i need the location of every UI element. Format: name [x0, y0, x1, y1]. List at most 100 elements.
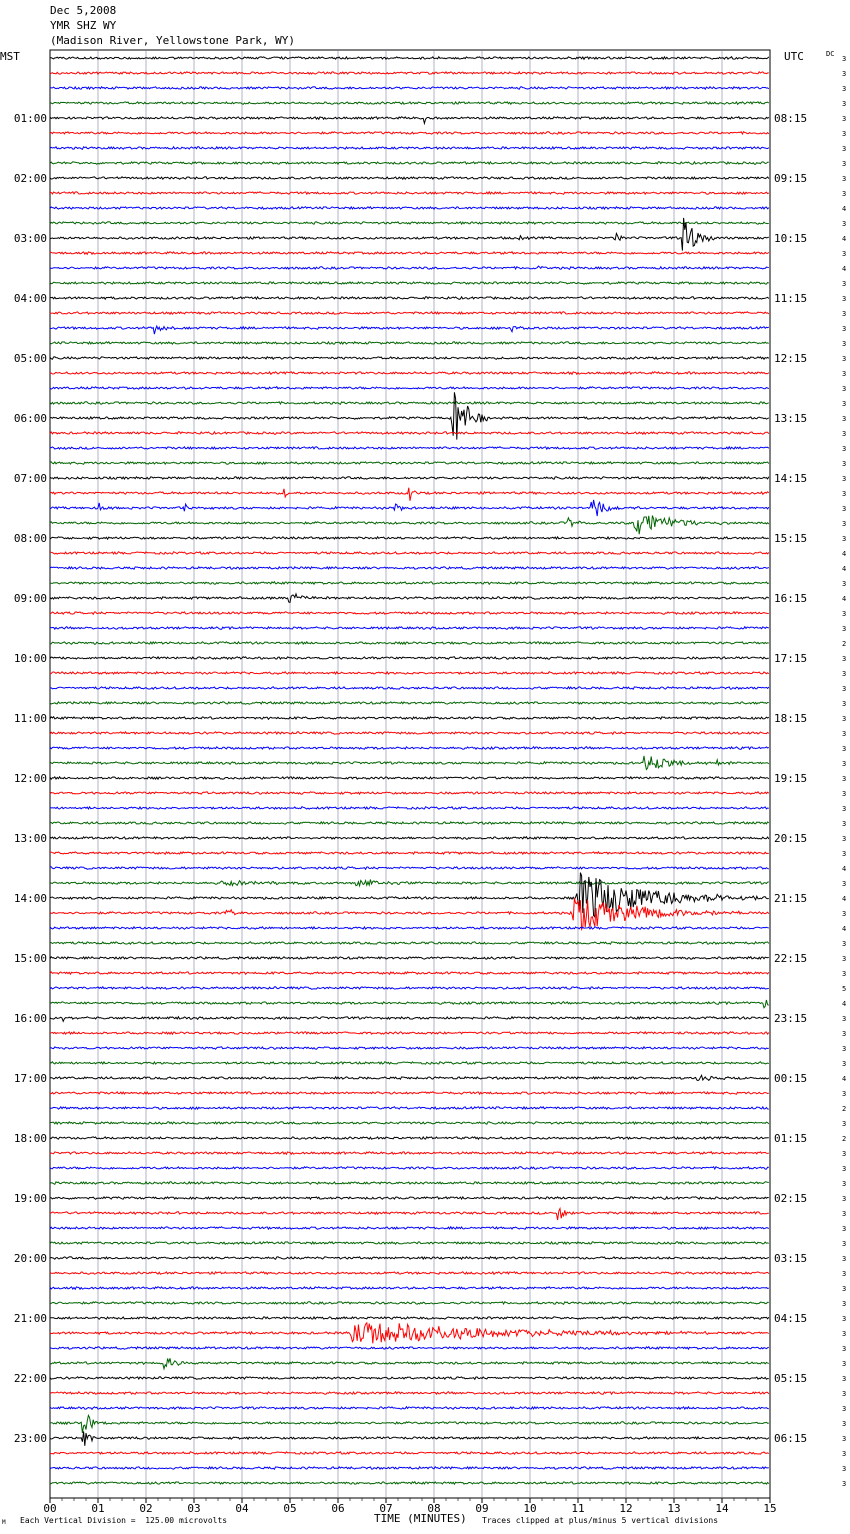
left-hour-label: 13:00 [14, 832, 47, 845]
seismic-trace [49, 190, 770, 196]
x-tick-label: 10 [523, 1502, 536, 1515]
dc-value: 3 [842, 370, 846, 378]
left-hour-label: 18:00 [14, 1132, 47, 1145]
dc-value: 3 [842, 385, 846, 393]
dc-value: 3 [842, 805, 846, 813]
x-tick-label: 00 [43, 1502, 56, 1515]
seismic-trace [49, 1405, 769, 1411]
seismic-trace [49, 340, 769, 346]
seismic-trace [49, 1105, 769, 1111]
plot-date: Dec 5,2008 [50, 4, 117, 17]
dc-value: 3 [842, 1060, 846, 1068]
x-tick-label: 05 [283, 1502, 296, 1515]
dc-value: 3 [842, 520, 846, 528]
left-hour-label: 07:00 [14, 472, 47, 485]
x-tick-label: 11 [571, 1502, 584, 1515]
seismic-trace [49, 1165, 769, 1171]
seismic-trace [49, 715, 770, 721]
scale-note: Each Vertical Division = 125.00 microvol… [20, 1516, 228, 1525]
seismic-trace [49, 1451, 770, 1455]
seismic-trace [49, 1270, 770, 1276]
right-hour-label: 22:15 [774, 952, 807, 965]
dc-value: 3 [842, 310, 846, 318]
dc-value: 3 [842, 1195, 846, 1203]
dc-value: 3 [842, 670, 846, 678]
right-hour-label: 23:15 [774, 1012, 807, 1025]
dc-value: 3 [842, 535, 846, 543]
dc-value: 3 [842, 115, 846, 123]
right-hour-label: 14:15 [774, 472, 807, 485]
seismic-trace [49, 820, 770, 826]
dc-value: 3 [842, 55, 846, 63]
dc-value: 3 [842, 1180, 846, 1188]
dc-value: 3 [842, 1225, 846, 1233]
seismic-trace [49, 355, 770, 361]
seismic-trace [49, 999, 769, 1009]
dc-value: 3 [842, 415, 846, 423]
seismic-trace [49, 580, 770, 586]
dc-value: 3 [842, 1330, 846, 1338]
seismic-trace [49, 430, 770, 436]
seismic-trace [49, 55, 770, 61]
seismic-trace [49, 475, 770, 481]
left-hour-label: 05:00 [14, 352, 47, 365]
dc-value: 3 [842, 625, 846, 633]
dc-value: 3 [842, 1015, 846, 1023]
dc-value: 3 [842, 250, 846, 258]
dc-value: 3 [842, 715, 846, 723]
dc-value: 3 [842, 820, 846, 828]
seismic-trace [49, 1135, 769, 1141]
left-hour-label: 08:00 [14, 532, 47, 545]
right-hour-label: 08:15 [774, 112, 807, 125]
dc-value: 3 [842, 1405, 846, 1413]
x-tick-label: 14 [715, 1502, 729, 1515]
dc-value: 4 [842, 265, 846, 273]
right-hour-label: 16:15 [774, 592, 807, 605]
dc-value: 3 [842, 1450, 846, 1458]
seismic-trace [49, 85, 770, 91]
dc-value: 3 [842, 325, 846, 333]
left-hour-label: 04:00 [14, 292, 47, 305]
seismic-trace [49, 1376, 769, 1381]
seismic-trace [49, 100, 770, 106]
dc-value: 3 [842, 475, 846, 483]
seismic-trace [49, 311, 770, 316]
dc-value: 3 [842, 835, 846, 843]
seismic-trace [49, 70, 769, 76]
seismic-trace [49, 160, 769, 166]
dc-value: 3 [842, 880, 846, 888]
right-hour-label: 17:15 [774, 652, 807, 665]
seismic-trace [50, 1090, 769, 1096]
left-hour-label: 02:00 [14, 172, 47, 185]
seismic-trace [49, 115, 770, 126]
dc-value: 3 [842, 85, 846, 93]
seismic-trace [49, 1390, 770, 1396]
dc-value: 3 [842, 1165, 846, 1173]
right-hour-label: 00:15 [774, 1072, 807, 1085]
seismic-trace [49, 685, 770, 691]
left-hour-label: 03:00 [14, 232, 47, 245]
right-hour-label: 06:15 [774, 1432, 807, 1445]
left-hour-label: 19:00 [14, 1192, 47, 1205]
dc-value: 3 [842, 1465, 846, 1473]
seismic-trace [49, 625, 769, 631]
dc-value: 3 [842, 580, 846, 588]
right-hour-label: 15:15 [774, 532, 807, 545]
seismic-trace [49, 515, 770, 535]
dc-value: 2 [842, 1135, 846, 1143]
dc-value: 3 [842, 70, 846, 78]
dc-value: 3 [842, 1345, 846, 1353]
dc-value: 3 [842, 130, 846, 138]
dc-value: 3 [842, 1150, 846, 1158]
seismic-trace [49, 487, 770, 501]
right-hour-label: 21:15 [774, 892, 807, 905]
seismic-trace [49, 745, 770, 751]
dc-value: 3 [842, 955, 846, 963]
seismic-trace [49, 392, 770, 440]
seismic-trace [49, 925, 769, 930]
left-hour-label: 23:00 [14, 1432, 47, 1445]
dc-value: 4 [842, 1000, 846, 1008]
seismic-trace [49, 535, 769, 541]
seismic-trace [49, 499, 770, 517]
seismic-trace [49, 1256, 770, 1261]
